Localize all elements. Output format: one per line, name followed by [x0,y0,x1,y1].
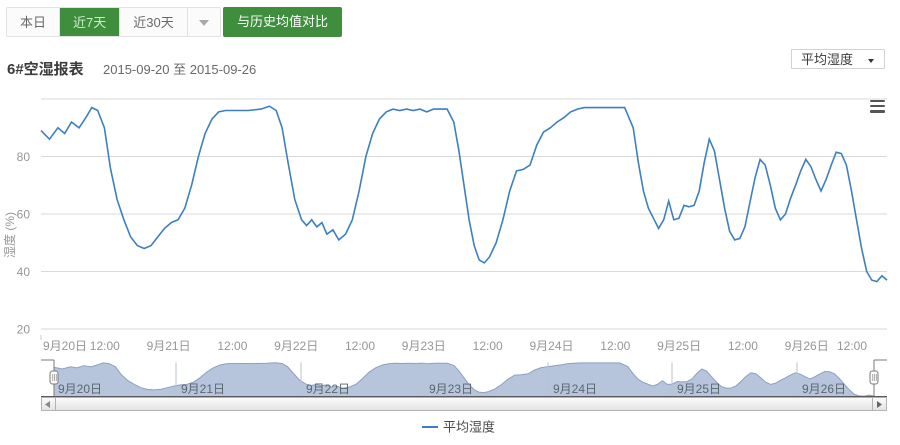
svg-text:20: 20 [17,323,31,337]
svg-text:12:00: 12:00 [837,339,867,353]
svg-text:12:00: 12:00 [90,339,120,353]
svg-text:9月26日: 9月26日 [802,382,846,396]
svg-text:9月21日: 9月21日 [147,339,191,353]
svg-text:9月25日: 9月25日 [657,339,701,353]
svg-text:9月21日: 9月21日 [181,382,225,396]
svg-text:12:00: 12:00 [217,339,247,353]
svg-text:60: 60 [17,208,31,222]
svg-text:40: 40 [17,265,31,279]
svg-text:9月24日: 9月24日 [553,382,597,396]
svg-text:9月22日: 9月22日 [306,382,350,396]
svg-text:湿度 (%): 湿度 (%) [2,212,17,258]
svg-text:9月20日: 9月20日 [58,382,102,396]
svg-text:9月22日: 9月22日 [274,339,318,353]
svg-text:平均湿度: 平均湿度 [443,420,495,435]
svg-text:80: 80 [17,150,31,164]
svg-text:9月23日: 9月23日 [402,339,446,353]
svg-text:9月24日: 9月24日 [529,339,573,353]
svg-text:9月26日: 9月26日 [785,339,829,353]
svg-text:9月20日: 9月20日 [43,339,87,353]
svg-text:12:00: 12:00 [345,339,375,353]
svg-text:9月23日: 9月23日 [429,382,473,396]
svg-text:12:00: 12:00 [473,339,503,353]
svg-text:12:00: 12:00 [728,339,758,353]
svg-text:12:00: 12:00 [600,339,630,353]
svg-text:9月25日: 9月25日 [677,382,721,396]
